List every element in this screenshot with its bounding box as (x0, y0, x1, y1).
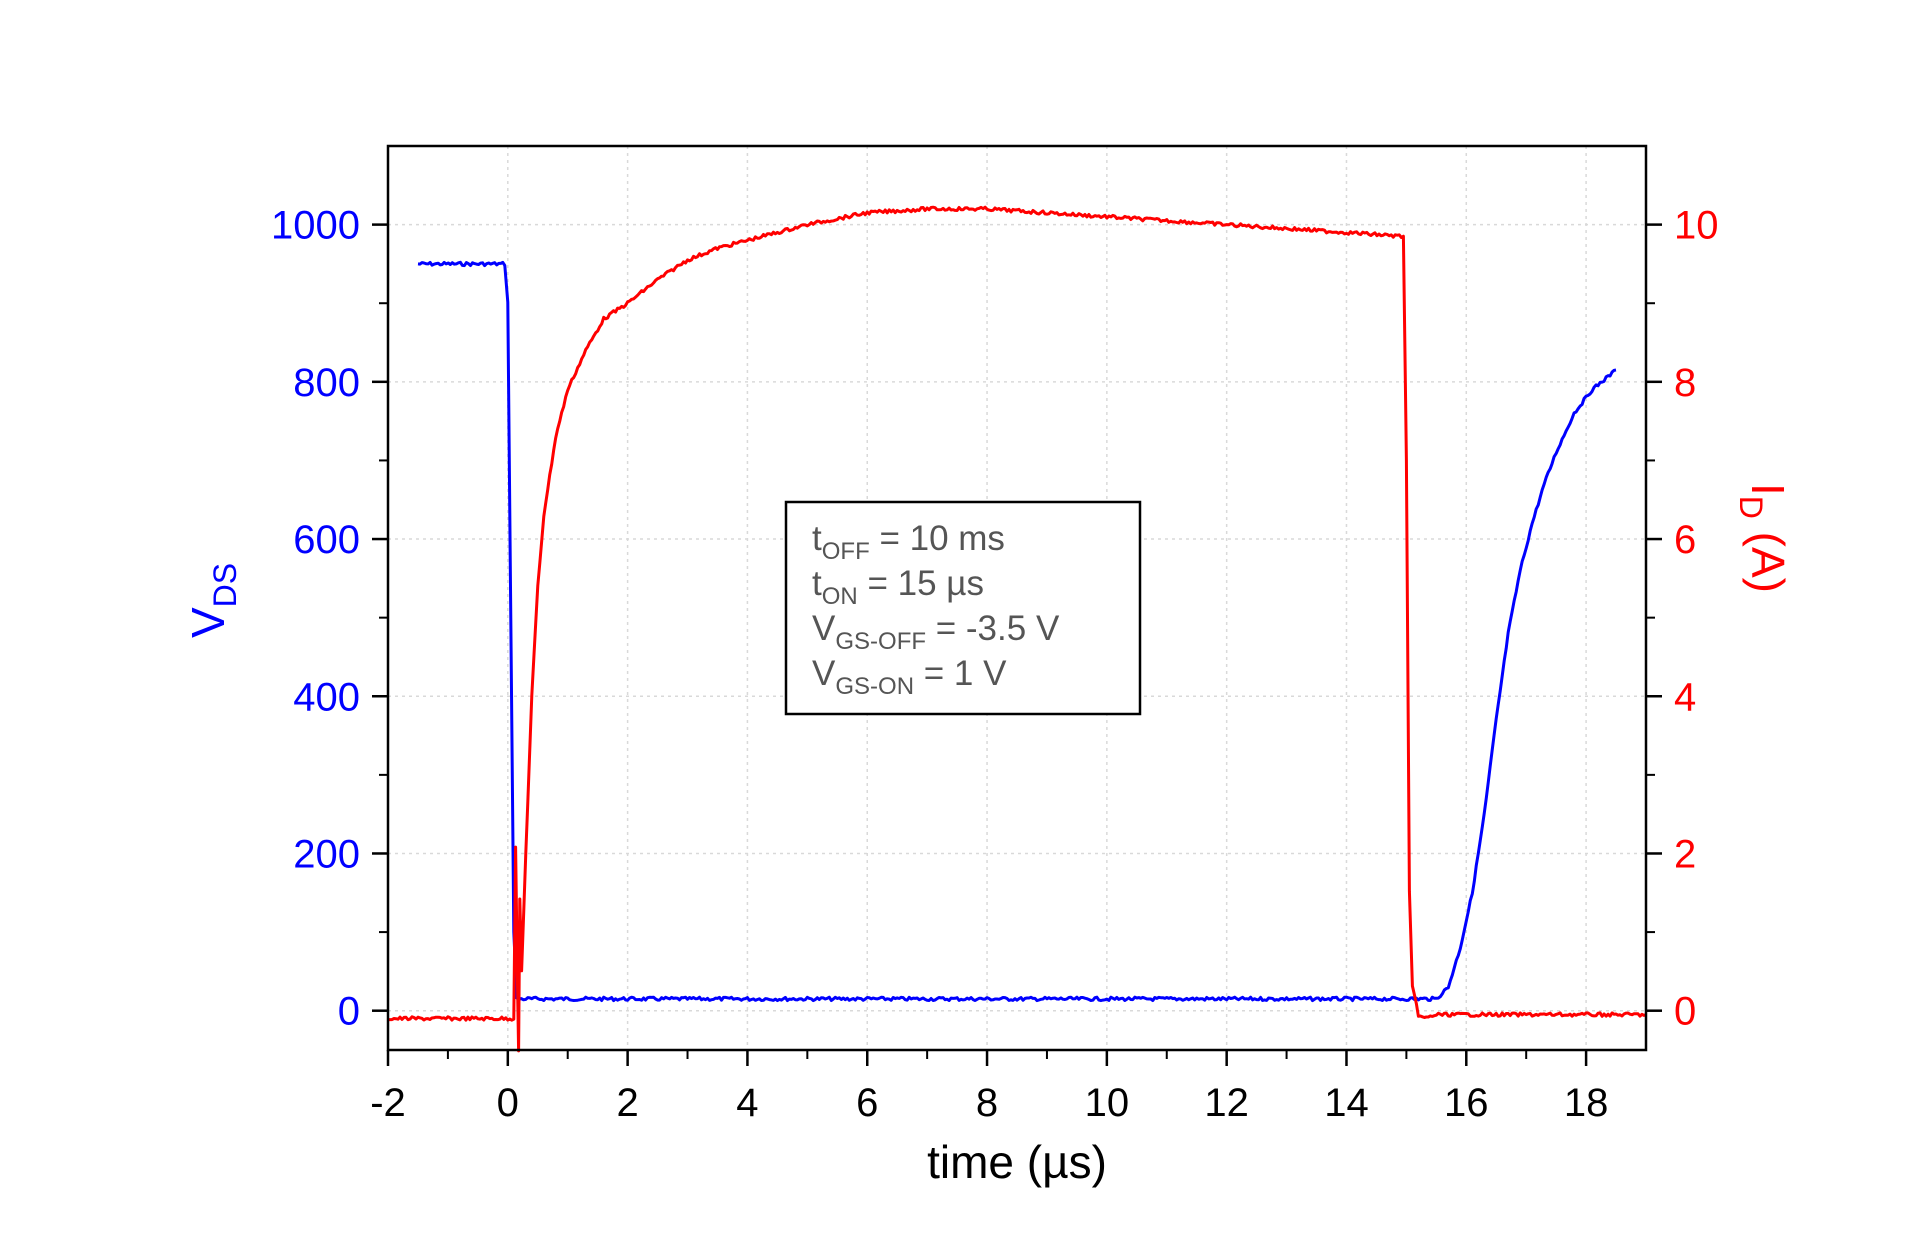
right-y-tick-label: 2 (1674, 832, 1696, 876)
left-y-tick-label: 800 (293, 361, 360, 405)
left-axis-title-main: V (182, 607, 234, 638)
left-y-tick-label: 200 (293, 832, 360, 876)
x-tick-label: -2 (370, 1081, 406, 1125)
x-tick-label: 16 (1444, 1081, 1489, 1125)
plot-frame (386, 144, 1648, 1052)
id-series-line (387, 205, 1647, 1053)
left-y-tick-label: 0 (338, 990, 360, 1034)
right-y-tick-label: 8 (1674, 361, 1696, 405)
x-tick-label: 0 (497, 1081, 519, 1125)
x-tick-label: 4 (736, 1081, 758, 1125)
left-y-tick-label: 600 (293, 518, 360, 562)
left-y-tick-label: 1000 (271, 204, 360, 248)
annotation-line-t-off: tOFF = 10 ms (812, 519, 1005, 565)
left-y-tick-label: 400 (293, 675, 360, 719)
right-axis-title-sub: D (1733, 496, 1769, 519)
right-y-tick-label: 0 (1674, 990, 1696, 1034)
right-axis-title-unit: (A) (1742, 519, 1794, 593)
annotation-frame (784, 500, 1142, 716)
x-tick-label: 6 (856, 1081, 878, 1125)
x-tick-label: 10 (1085, 1081, 1130, 1125)
x-tick-label: 12 (1204, 1081, 1249, 1125)
ticks: -2 0 2 4 6 8 10 12 14 16 18 0 200 400 600 800 1000 0 2 4 6 8 1… (271, 204, 1718, 1125)
annotation-box: tOFF = 10 ms tON = 15 µs VGS-OFF = -3.5 … (784, 500, 1142, 716)
x-tick-label: 14 (1324, 1081, 1369, 1125)
series-layer (387, 205, 1647, 1053)
right-y-tick-label: 4 (1674, 675, 1696, 719)
x-tick-label: 18 (1564, 1081, 1609, 1125)
left-axis-title-sub: DS (207, 563, 243, 607)
x-tick-label: 2 (616, 1081, 638, 1125)
vds-series-line (417, 260, 1617, 1003)
right-y-tick-label: 10 (1674, 204, 1719, 248)
annotation-line-vgs-off: VGS-OFF = -3.5 V (812, 609, 1060, 655)
annotation-line-t-on: tON = 15 µs (812, 564, 984, 610)
right-y-tick-label: 6 (1674, 518, 1696, 562)
right-axis-title-main: I (1742, 483, 1794, 496)
left-axis-title: VDS (182, 563, 243, 638)
x-tick-label: 8 (976, 1081, 998, 1125)
annotation-line-vgs-on: VGS-ON = 1 V (812, 654, 1007, 700)
right-axis-title: ID (A) (1733, 483, 1794, 593)
x-axis-title: time (µs) (927, 1136, 1107, 1188)
